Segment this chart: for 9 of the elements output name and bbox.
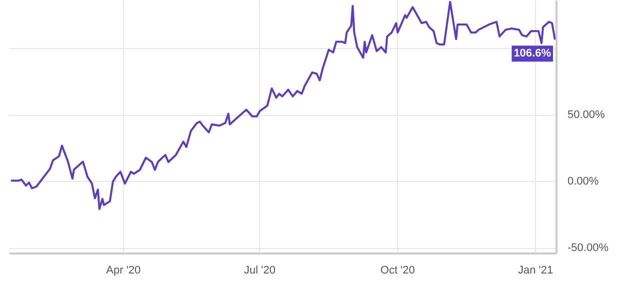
x-tick-label: Jul '20 — [244, 264, 276, 276]
x-tick-label: Jan '21 — [518, 264, 554, 276]
x-tick-label: Apr '20 — [106, 264, 141, 276]
y-tick-label: -50.00% — [568, 242, 609, 254]
x-tick-label: Oct '20 — [380, 264, 415, 276]
y-tick-label: 0.00% — [568, 176, 599, 188]
annotation: 106.6% — [514, 48, 552, 60]
line-series — [10, 0, 556, 210]
y-tick-label: 50.00% — [568, 109, 606, 122]
